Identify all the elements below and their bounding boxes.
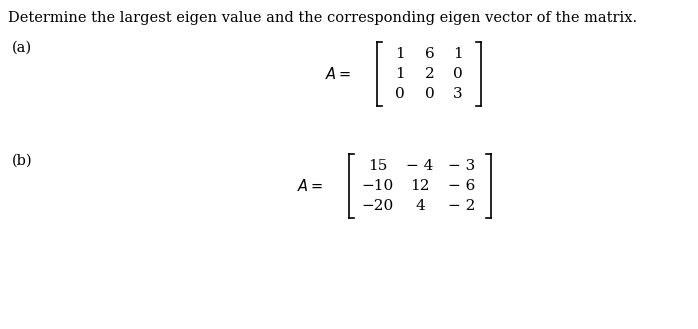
Text: 15: 15: [369, 159, 387, 173]
Text: $A =$: $A =$: [325, 66, 351, 82]
Text: − 4: − 4: [406, 159, 433, 173]
Text: − 6: − 6: [448, 179, 476, 193]
Text: Determine the largest eigen value and the corresponding eigen vector of the matr: Determine the largest eigen value and th…: [8, 11, 637, 25]
Text: 1: 1: [453, 47, 463, 61]
Text: 0: 0: [425, 87, 435, 101]
Text: 3: 3: [453, 87, 463, 101]
Text: −10: −10: [362, 179, 394, 193]
Text: −20: −20: [362, 199, 394, 213]
Text: 1: 1: [395, 47, 405, 61]
Text: (b): (b): [12, 154, 33, 168]
Text: 0: 0: [453, 67, 463, 81]
Text: 12: 12: [410, 179, 430, 193]
Text: 2: 2: [425, 67, 435, 81]
Text: 1: 1: [395, 67, 405, 81]
Text: − 3: − 3: [448, 159, 475, 173]
Text: (a): (a): [12, 41, 32, 55]
Text: 6: 6: [425, 47, 435, 61]
Text: − 2: − 2: [448, 199, 476, 213]
Text: 0: 0: [395, 87, 405, 101]
Text: $A =$: $A =$: [297, 178, 323, 194]
Text: 4: 4: [415, 199, 425, 213]
